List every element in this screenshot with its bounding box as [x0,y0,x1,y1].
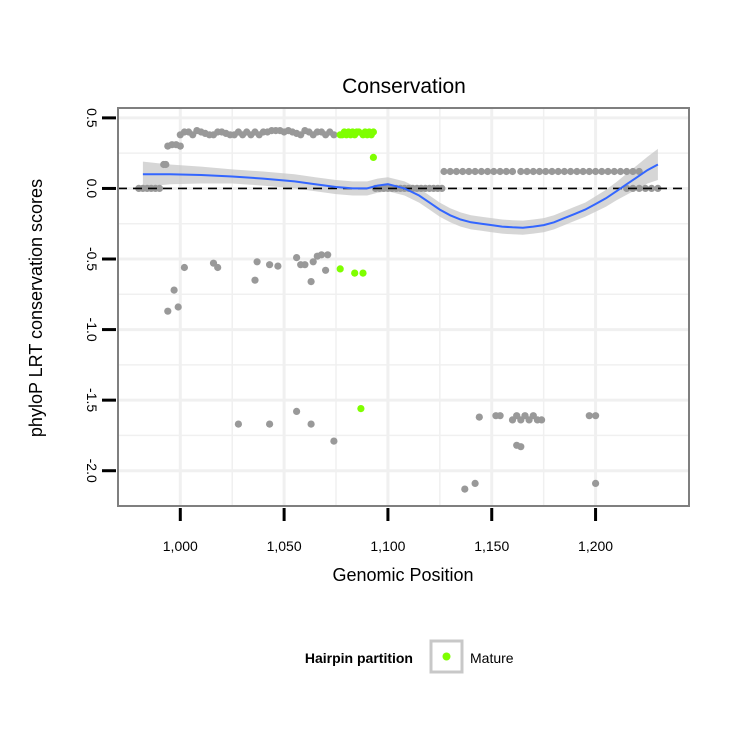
data-point-mature [359,269,367,277]
data-point-other [508,167,517,176]
data-point-other [330,437,338,445]
data-point-mature [369,128,377,136]
legend-label-mature: Mature [470,650,514,666]
y-tick-label: -0.5 [84,247,100,271]
data-point-other [176,142,184,150]
data-point-other [523,167,531,176]
y-axis-label: phyloP LRT conservation scores [26,179,46,437]
data-point-other [293,407,301,415]
data-point-other [452,167,460,176]
data-point-other [484,167,492,176]
x-tick-label: 1,100 [370,538,405,554]
data-point-other [592,167,600,176]
data-point-other [573,167,581,176]
data-point-other [164,307,172,315]
x-tick-label: 1,200 [578,538,613,554]
x-tick-label: 1,150 [474,538,509,554]
data-point-other [330,131,338,139]
data-point-other [560,167,569,176]
data-point-other [174,303,182,311]
data-point-mature [357,405,365,413]
smooth-fit-line [142,163,659,229]
data-point-other [214,263,222,272]
data-point-mature [336,265,344,273]
data-point-other [635,184,643,192]
x-axis-label: Genomic Position [332,565,473,585]
data-point-other [502,167,510,176]
data-point-other [459,167,467,176]
data-point-other [477,167,485,176]
x-tick-label: 1,000 [163,538,198,554]
data-point-other [529,167,537,176]
data-point-other [251,276,259,284]
data-point-other [301,261,309,269]
data-point-other [317,251,326,259]
data-point-other [585,412,593,420]
data-point-other [616,167,625,176]
data-point-other [475,413,483,421]
data-point-other [170,286,178,294]
data-point-other [629,167,637,176]
data-point-other [598,167,606,176]
data-point-other [496,167,504,176]
y-tick-label: -1.0 [84,318,100,342]
data-point-other [496,412,504,420]
data-point-other [490,167,498,176]
data-point-other [535,167,544,176]
data-point-other [538,416,546,424]
data-point-other [324,251,332,259]
data-point-other [253,258,261,266]
data-point-other [542,167,550,176]
data-point-other [293,254,301,262]
data-point-other [592,479,600,487]
data-point-other [554,167,562,176]
data-point-other [266,261,274,269]
data-point-other [517,443,525,451]
data-point-other [266,420,274,428]
data-point-other [585,167,593,176]
chart-title: Conservation [342,75,466,98]
data-point-other [471,479,479,487]
legend: Hairpin partition Mature [305,639,514,674]
y-tick-label: 0.0 [84,179,100,199]
data-point-other [654,184,662,192]
data-point-other [274,262,282,270]
data-point-other [234,420,242,428]
y-tick-label: 0.5 [84,108,100,128]
data-point-other [461,485,469,493]
data-point-other [180,263,188,272]
data-point-other [309,258,317,266]
data-point-other [440,167,448,176]
data-point-other [548,167,556,176]
x-tick-label: 1,050 [267,538,302,554]
data-point-other [579,167,587,176]
data-point-other [322,266,330,274]
data-point-other [471,167,479,176]
plot-frame [117,107,690,507]
plot-area [118,108,689,506]
data-point-other [635,167,643,176]
data-point-other [567,167,575,176]
data-point-other [162,160,170,169]
data-point-other [446,167,454,176]
data-point-other [465,167,473,176]
legend-key-mature [442,652,451,661]
y-tick-label: -2.0 [84,459,100,483]
data-point-other [610,167,618,176]
legend-title: Hairpin partition [305,650,413,666]
data-point-other [155,184,164,192]
data-point-mature [369,153,377,161]
data-point-other [517,167,525,176]
data-point-other [307,278,315,286]
data-point-other [307,420,315,428]
y-tick-label: -1.5 [84,388,100,412]
data-point-other [623,167,631,176]
data-point-other [592,412,600,420]
data-point-mature [351,269,359,277]
data-point-other [604,167,612,176]
